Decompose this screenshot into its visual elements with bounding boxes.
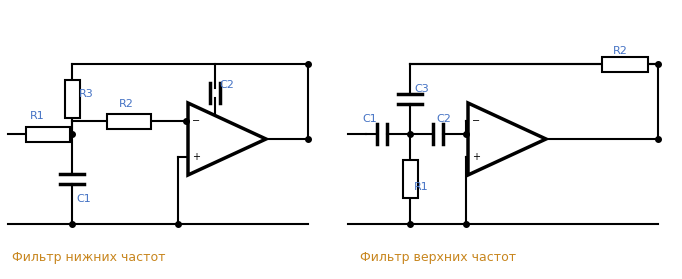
Text: +: +	[192, 152, 200, 162]
Bar	[65, 80, 80, 118]
Text: R3: R3	[79, 89, 93, 99]
Polygon shape	[468, 103, 546, 175]
Text: C2: C2	[436, 114, 451, 124]
Text: Фильтр нижних частот: Фильтр нижних частот	[12, 251, 166, 263]
Text: −: −	[472, 116, 480, 126]
Polygon shape	[188, 103, 266, 175]
Text: R2: R2	[613, 46, 628, 56]
Text: C2: C2	[219, 80, 234, 90]
Bar	[402, 160, 417, 198]
Text: R1: R1	[30, 111, 45, 121]
Text: −: −	[192, 116, 200, 126]
Bar	[107, 114, 151, 129]
Text: Фильтр верхних частот: Фильтр верхних частот	[360, 251, 516, 263]
Text: C1: C1	[76, 194, 91, 204]
Bar	[26, 126, 70, 141]
Text: +: +	[472, 152, 480, 162]
Text: C1: C1	[362, 114, 376, 124]
Bar	[602, 57, 648, 71]
Text: R1: R1	[414, 182, 429, 192]
Text: R2: R2	[119, 99, 134, 109]
Text: C3: C3	[414, 84, 429, 94]
